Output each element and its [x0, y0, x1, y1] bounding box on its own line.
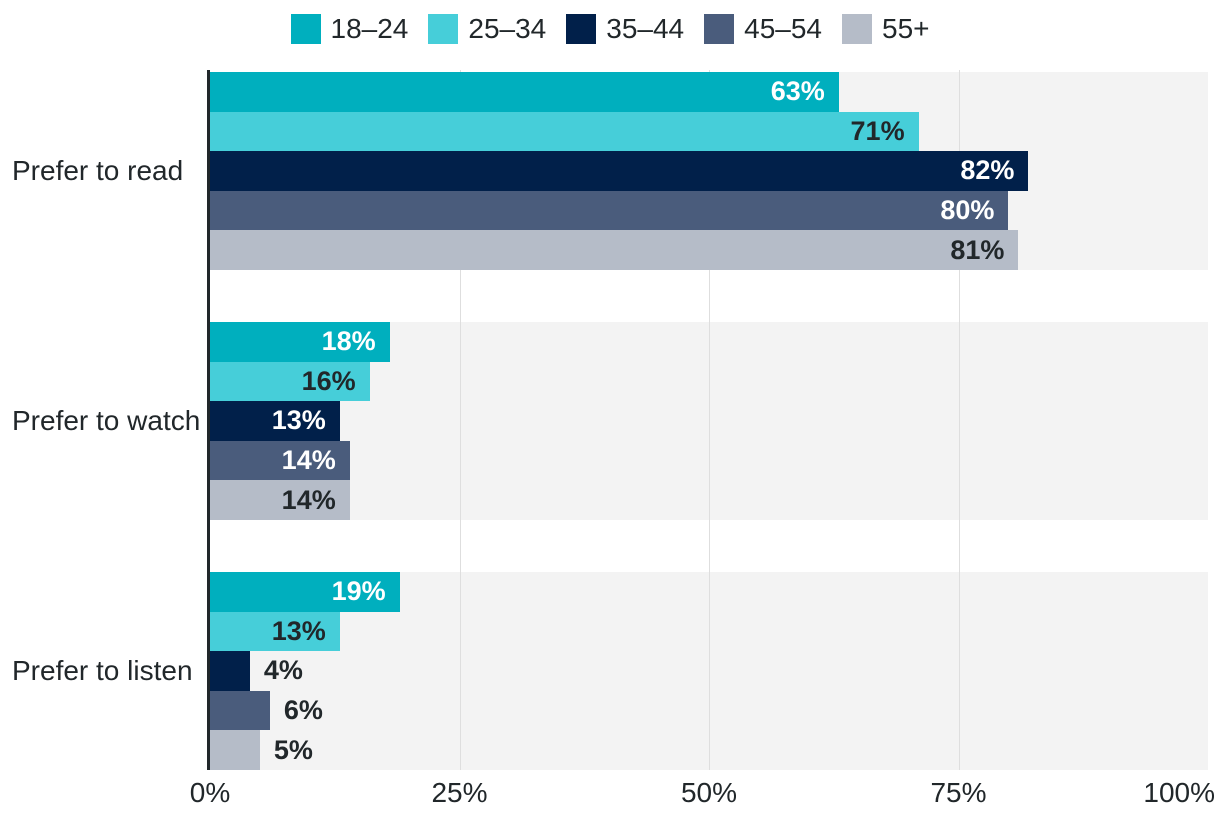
x-tick-label-100: 100% [1143, 777, 1215, 808]
legend-swatch-45-54 [704, 14, 735, 44]
bar-prefer-to-read-35-44: 82% [210, 151, 1029, 191]
legend-label: 35–44 [606, 13, 685, 44]
category-label-prefer-to-read: Prefer to read [12, 155, 184, 186]
legend-swatch-18-24 [290, 14, 321, 44]
x-tick-label-50: 50% [680, 777, 738, 808]
bar-prefer-to-watch-25-34: 16% [210, 361, 370, 402]
bar-prefer-to-watch-55plus: 14% [210, 480, 350, 520]
bar-prefer-to-watch-35-44: 13% [210, 401, 340, 441]
bar-prefer-to-read-25-34: 71% [210, 111, 919, 152]
category-label-prefer-to-listen: Prefer to listen [12, 655, 193, 686]
bar-value-label: 71% [850, 115, 905, 146]
bar-value-label: 18% [321, 326, 376, 357]
bar-value-label: 14% [281, 484, 336, 515]
legend-label: 25–34 [468, 13, 547, 44]
bar-prefer-to-listen-25-34: 13% [210, 611, 340, 652]
bar-prefer-to-listen-45-54: 6% [210, 690, 323, 731]
bar-value-label: 4% [263, 655, 303, 686]
legend-swatch-25-34 [428, 14, 459, 44]
legend-swatch-55plus [842, 14, 872, 44]
bar-value-label: 80% [940, 195, 995, 226]
chart-legend: 18–24 25–34 35–44 45–54 55+ [0, 12, 1220, 46]
bar-prefer-to-read-18-24: 63% [210, 72, 839, 112]
bar-prefer-to-listen-18-24: 19% [210, 572, 400, 612]
legend-label: 45–54 [744, 13, 822, 44]
legend-item-55plus: 55+ [842, 12, 930, 46]
bar-prefer-to-watch-18-24: 18% [210, 322, 390, 362]
legend-label: 55+ [882, 13, 930, 44]
legend-item-18-24: 18–24 [290, 12, 409, 46]
bar-prefer-to-watch-45-54: 14% [210, 440, 350, 481]
legend-label: 18–24 [330, 13, 409, 44]
bar-value-label: 6% [283, 695, 323, 726]
x-tick-label-25: 25% [431, 777, 488, 808]
category-label-prefer-to-watch: Prefer to watch [12, 405, 201, 436]
bar-prefer-to-read-55plus: 81% [210, 230, 1019, 270]
gridline-50 [709, 70, 710, 770]
plot-area: 63% 71% 82% 80% 81% 18% 16% 13% 14% 14% 19% 13% 4% 6%… [207, 70, 1208, 770]
bar-value-label: 81% [950, 234, 1005, 265]
bar-value-label: 14% [281, 445, 336, 476]
legend-swatch-35-44 [566, 14, 597, 44]
bar-prefer-to-listen-55plus: 5% [210, 730, 313, 770]
x-tick-label-0: 0% [189, 777, 231, 808]
legend-item-25-34: 25–34 [428, 12, 546, 46]
y-axis-line [207, 70, 210, 770]
bar-prefer-to-listen-35-44: 4% [210, 651, 303, 691]
bar-value-label: 13% [271, 405, 326, 436]
gridline-75 [958, 70, 960, 770]
legend-item-45-54: 45–54 [704, 12, 822, 46]
bar-prefer-to-read-45-54: 80% [210, 190, 1009, 231]
legend-item-35-44: 35–44 [566, 12, 684, 46]
gridline-25 [459, 70, 461, 770]
bar-value-label: 5% [273, 734, 313, 765]
bar-value-label: 16% [301, 365, 356, 396]
x-tick-label-75: 75% [930, 777, 987, 808]
bar-value-label: 13% [271, 615, 326, 646]
bar-value-label: 82% [960, 155, 1015, 186]
bar-value-label: 19% [331, 576, 386, 607]
bar-value-label: 63% [770, 76, 825, 107]
